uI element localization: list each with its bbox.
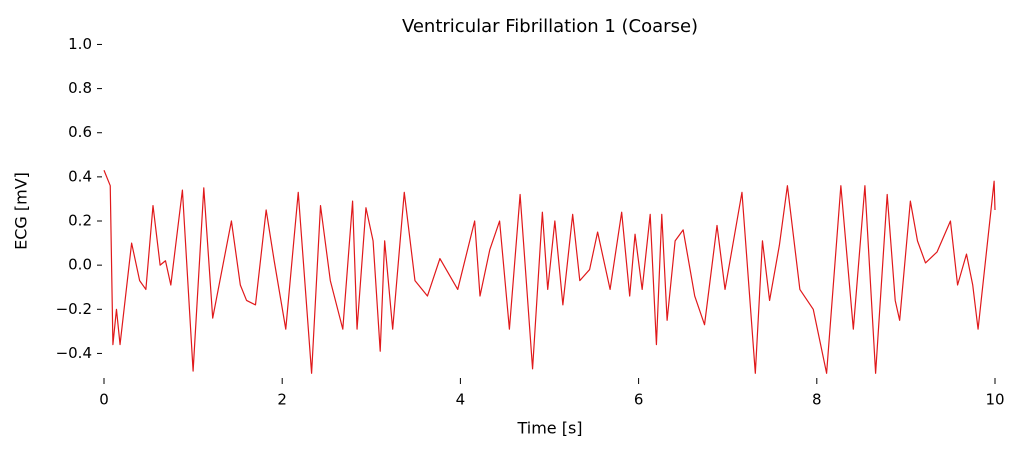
y-tick-label: 1.0 [68,35,92,53]
y-tick-label: 0.0 [68,256,92,274]
chart-title: Ventricular Fibrillation 1 (Coarse) [402,16,698,37]
x-tick-label: 10 [985,391,1004,409]
y-axis-label: ECG [mV] [12,172,31,250]
x-tick-label: 6 [634,391,644,409]
ecg-line [103,170,996,374]
y-tick-label: 0.4 [68,167,92,185]
x-tick-label: 8 [812,391,822,409]
y-tick-label: 0.2 [68,212,92,230]
y-tick-label: 0.8 [68,79,92,97]
x-axis-label: Time [s] [516,419,582,438]
y-tick-label: 0.6 [68,123,92,141]
x-tick-label: 4 [456,391,466,409]
x-tick-label: 0 [99,391,109,409]
y-tick-label: −0.4 [56,344,92,362]
x-tick-label: 2 [277,391,287,409]
y-tick-label: −0.2 [56,300,92,318]
